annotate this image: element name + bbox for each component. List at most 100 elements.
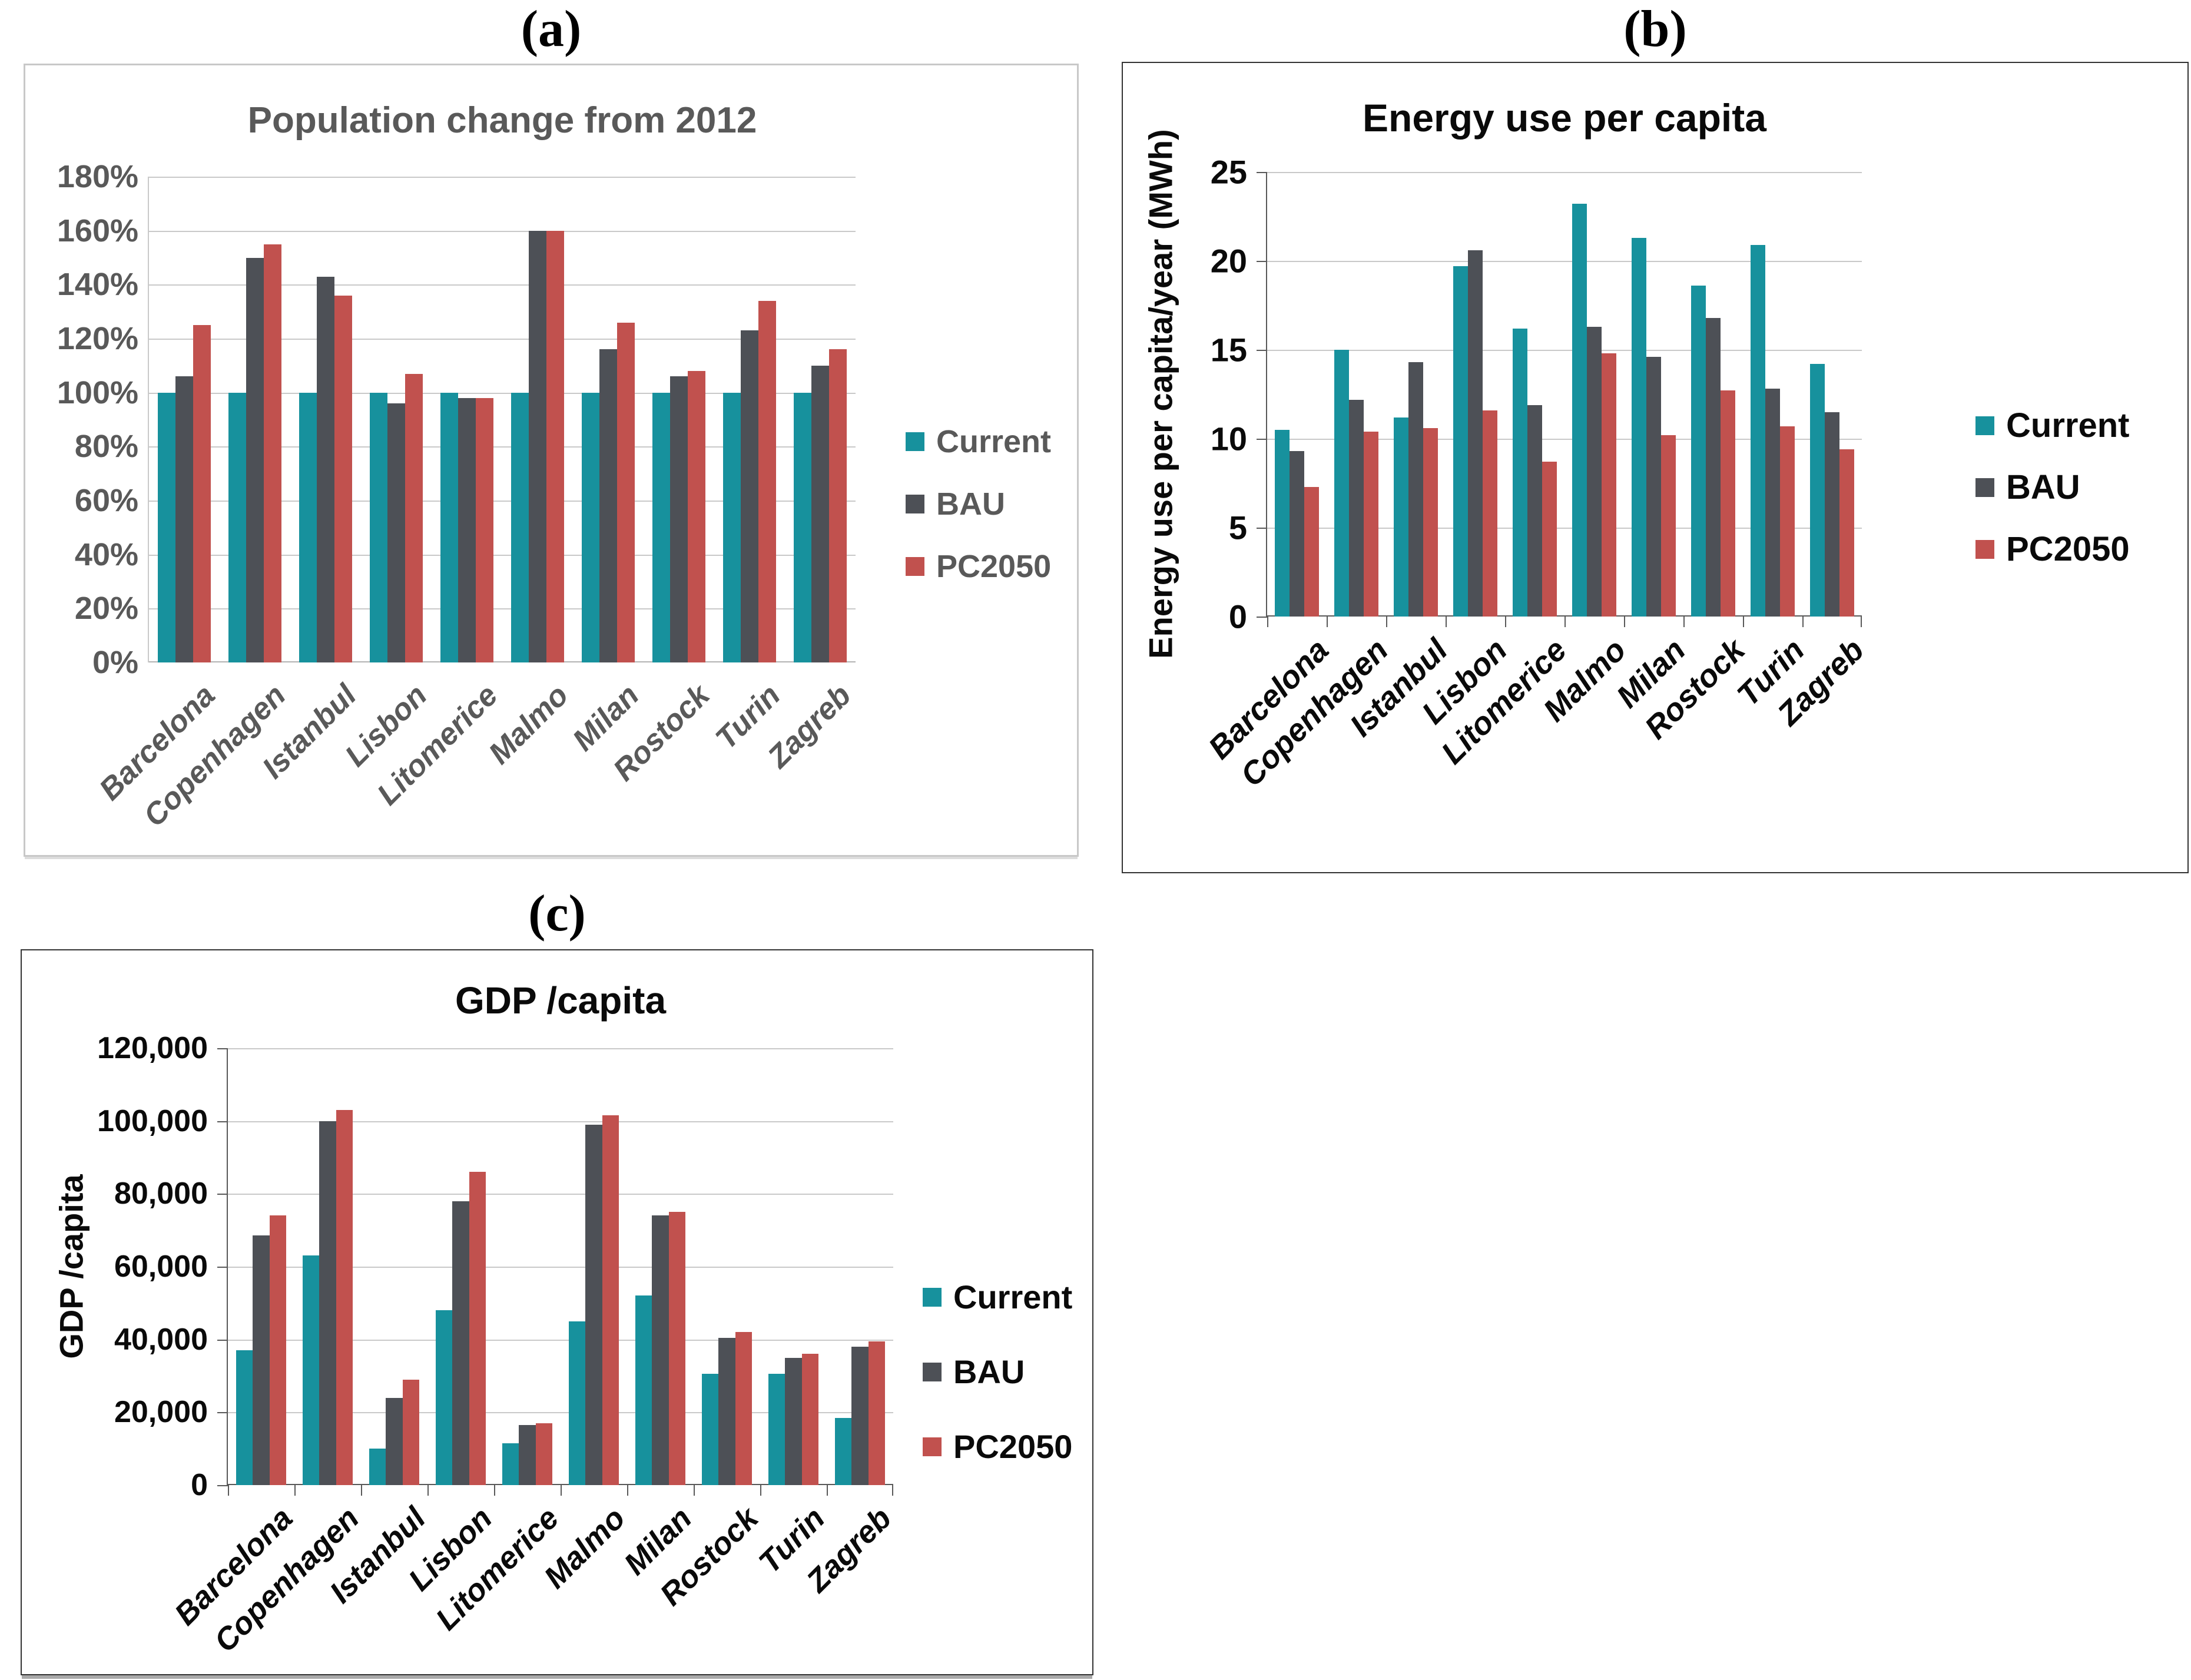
x-tick-mark [1624,617,1625,627]
y-tick-label: 140% [57,267,138,303]
pc2050-bar [405,373,423,662]
x-tick-mark [427,1485,429,1496]
bau-bar [811,365,829,662]
y-tick-label: 20% [74,591,138,627]
pc2050-bar [336,1110,353,1485]
bau-bar [529,230,546,662]
pc2050-bar [264,244,281,662]
gridline [228,1048,893,1049]
current-bar [582,392,599,662]
y-tick-label: 160% [57,213,138,248]
y-tick-mark [1257,350,1267,351]
current-bar [1512,328,1527,617]
y-tick-mark [217,1194,228,1195]
gridline [228,1412,893,1413]
gridline [1267,261,1862,262]
y-tick-mark [1257,528,1267,529]
y-tick-label: 60% [74,483,138,518]
y-tick-label: 5 [1228,509,1247,546]
y-tick-label: 40,000 [114,1322,208,1357]
legend-label: PC2050 [953,1428,1073,1465]
current-bar [1453,266,1468,617]
pc2050-bar [602,1115,619,1485]
gridline [149,339,856,340]
x-axis-line [149,661,856,662]
x-tick-mark [294,1485,296,1496]
pc2050-bar [617,322,635,662]
pc2050-bar [829,349,847,662]
gridline [1267,172,1862,173]
population-change-chart: Population change from 2012 Current BAU PC… [24,64,1079,857]
y-tick-mark [217,1340,228,1341]
panel-label-b: (b) [1623,1,1687,58]
current-bar [436,1310,453,1485]
bau-bar [1646,357,1662,617]
legend-swatch [923,1437,942,1456]
y-tick-mark [217,1412,228,1413]
gridline [1267,439,1862,440]
legend: Current BAU PC2050 [906,423,1051,611]
current-bar [440,392,458,662]
current-bar [794,392,811,662]
bau-bar [1348,399,1364,617]
bau-bar [1824,412,1840,617]
legend-swatch [1975,478,1994,497]
panel-label-a: (a) [521,1,582,58]
x-tick-mark [1505,617,1506,627]
y-tick-mark [217,1121,228,1122]
current-bar [768,1374,785,1485]
current-bar [1809,364,1825,617]
gridline [149,393,856,394]
x-tick-mark [228,1485,229,1496]
y-tick-mark [217,1267,228,1268]
legend-label: BAU [953,1353,1025,1390]
legend-item-bau: BAU [1975,468,2130,507]
x-axis-line [1267,615,1862,617]
x-tick-mark [892,1485,893,1496]
plot-area [148,177,856,662]
pc2050-bar [1602,353,1617,617]
x-tick-mark [694,1485,695,1496]
legend-item-pc2050: PC2050 [906,548,1051,585]
y-tick-label: 120% [57,321,138,356]
bau-bar [652,1215,669,1485]
x-tick-mark [627,1485,628,1496]
legend-swatch [906,432,924,451]
legend: Current BAU PC2050 [923,1278,1072,1502]
gridline [1267,528,1862,529]
bau-bar [386,1397,403,1485]
gridline [149,446,856,448]
gridline [1267,350,1862,351]
gridline [149,231,856,232]
legend-item-pc2050: PC2050 [923,1427,1072,1466]
legend-swatch [923,1362,942,1381]
y-tick-label: 80,000 [114,1177,208,1211]
x-tick-mark [361,1485,362,1496]
panel-label-c: (c) [528,885,586,942]
current-bar [303,1255,320,1485]
bau-bar [175,376,193,662]
gridline [228,1121,893,1122]
pc2050-bar [668,1212,685,1485]
current-bar [502,1443,519,1485]
legend-item-current: Current [923,1278,1072,1316]
legend-label: Current [953,1278,1073,1315]
x-tick-mark [561,1485,562,1496]
x-tick-mark [1267,617,1268,627]
legend-label: Current [2006,406,2130,445]
current-bar [1631,237,1646,617]
y-axis-label: Energy use per capita/year (MWh) [1142,129,1179,659]
chart-title: GDP /capita [455,979,667,1022]
y-tick-mark [217,1048,228,1049]
current-bar [702,1374,719,1485]
bau-bar [317,276,334,662]
energy-use-chart: Energy use per capita Energy use per cap… [1122,62,2189,873]
x-axis-line [228,1484,893,1485]
bau-bar [253,1235,270,1485]
legend-label: Current [936,424,1052,459]
y-tick-label: 15 [1210,331,1247,369]
pc2050-bar [193,325,211,662]
x-tick-mark [1743,617,1744,627]
pc2050-bar [535,1423,552,1485]
current-bar [723,392,741,662]
